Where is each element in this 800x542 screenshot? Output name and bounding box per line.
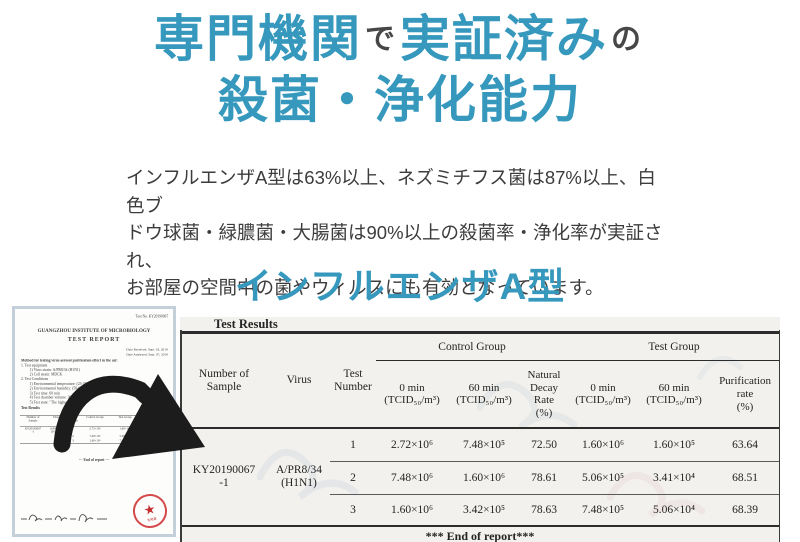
table-title-row: Test Results [180, 317, 781, 335]
table-row: 3 1.60×10⁶ 3.42×10⁵ 78.63 7.48×10⁵ 5.06×… [180, 494, 781, 528]
results-table-scan: Test Results Number of Sample Virus Test… [180, 317, 781, 542]
end-of-report-text: *** End of report*** [425, 529, 535, 542]
report-body: Method for testing virus aerosol purific… [21, 359, 173, 411]
mini-col: Control Group [80, 416, 110, 427]
mini-cell: 1.60×10⁶ [119, 427, 131, 431]
report-line: 1. Test equipment [21, 363, 48, 368]
hero-connector-text: の [611, 23, 643, 56]
report-end-note: --- End of report --- [79, 457, 109, 462]
mini-cell: 7.48×10⁵ [119, 439, 131, 443]
cell-purification: 68.51 [710, 461, 781, 496]
hero-heading: 専門機関 で実証済みの 殺菌・浄化能力 [0, 10, 800, 130]
mini-col: Test Group [110, 416, 140, 427]
hero-title-line2: 殺菌・浄化能力 [218, 72, 582, 128]
table-row: 2 7.48×10⁶ 1.60×10⁶ 78.61 5.06×10⁵ 3.41×… [180, 461, 781, 496]
report-institute: GUANGZHOU INSTITUTE OF MICROBIOLOGY [37, 329, 151, 334]
cell-natural-decay: 78.61 [520, 461, 568, 496]
cell-natural-decay: 72.50 [520, 428, 568, 463]
mini-col: Number of Sample [20, 416, 46, 427]
mini-cell: 1.60×10⁶ [89, 439, 101, 443]
col-header-test-0min: 0 min (TCID₅₀/m³) [568, 360, 638, 430]
column-header-row: 0 min (TCID₅₀/m³) 60 min (TCID₅₀/m³) Nat… [180, 360, 781, 430]
table-row: KY20190067 -1 A/PR8/34 (H1N1) 1 2.72×10⁶… [180, 428, 781, 528]
report-line: Method for testing virus aerosol purific… [21, 359, 118, 363]
mini-cell: 63.64 [150, 427, 157, 431]
cell-control-60min: 1.60×10⁶ [448, 461, 520, 496]
cell-control-0min: 1.60×10⁶ [376, 494, 448, 528]
report-test-no: Test No. KY20190067 [135, 314, 168, 319]
cell-control-0min: 7.48×10⁶ [376, 461, 448, 496]
report-title: TEST REPORT [67, 337, 121, 343]
test-report-document: Test No. KY20190067 GUANGZHOU INSTITUTE … [12, 306, 176, 537]
cell-test-number: 3 [330, 494, 376, 528]
mini-col: Purification rate (%) [140, 416, 167, 427]
hero-accent-text: 専門機関 [154, 11, 362, 67]
col-header-virus: Virus [268, 332, 330, 430]
col-header-natural-decay: Natural Decay Rate (%) [520, 360, 568, 430]
mini-cell: 68.39 [150, 439, 157, 443]
cell-test-60min: 5.06×10⁴ [638, 494, 710, 528]
mini-cell: 1 [72, 427, 74, 431]
report-line: 3) Test time: 60 min [29, 391, 60, 396]
table-footer-row: *** End of report*** [180, 526, 780, 542]
cell-virus: A/PR8/34 (H1N1) [268, 428, 330, 528]
group-header-test: Test Group [568, 332, 781, 362]
cell-purification: 63.64 [710, 428, 781, 463]
report-line: 2. Test Conditions [21, 377, 49, 382]
col-header-test-number: Test Number [330, 332, 376, 430]
cell-sample: KY20190067 -1 [180, 428, 268, 528]
report-paper: Test No. KY20190067 GUANGZHOU INSTITUTE … [15, 309, 173, 534]
cell-test-0min: 5.06×10⁵ [568, 461, 638, 496]
cell-natural-decay: 78.63 [520, 494, 568, 528]
report-line: Test Results [21, 406, 40, 411]
description-paragraph: インフルエンザA型は63%以上、ネズミチフス菌は87%以上、白色ブ ドウ球菌・緑… [126, 167, 663, 298]
report-date-analyzed: Date Analyzed: Sept. 07, 2019 [126, 352, 168, 357]
report-line: 5) Test state: "The highest wind speed" [29, 400, 88, 405]
cell-control-0min: 2.72×10⁶ [376, 428, 448, 463]
cell-purification: 68.39 [710, 494, 781, 528]
cell-test-60min: 1.60×10⁵ [638, 428, 710, 463]
mini-col: Test Number [66, 416, 80, 427]
section-title-influenza: インフルエンザA型 [234, 266, 566, 307]
report-line: 4) Test chamber volume: 30 m³ [29, 396, 77, 400]
hero-accent-text: 実証済み [400, 11, 608, 67]
table-left-border [180, 330, 182, 542]
group-header-control: Control Group [376, 332, 568, 362]
signatures [21, 514, 107, 523]
hero-connector-text: で [365, 23, 397, 56]
report-date-received: Date Received: Sept. 03, 2019 [126, 347, 168, 352]
report-mini-table: Number of Sample Virus Test Number Contr… [20, 415, 170, 444]
mini-cell: 2.72×10⁶ [89, 427, 101, 431]
cell-test-60min: 3.41×10⁴ [638, 461, 710, 496]
mini-cell: 3 [72, 439, 74, 443]
mini-cell: KY20190067 -1 [24, 427, 42, 434]
col-header-test-60min: 60 min (TCID₅₀/m³) [638, 360, 710, 430]
col-header-purification: Purification rate (%) [710, 360, 781, 430]
cell-test-0min: 1.60×10⁶ [568, 428, 638, 463]
hero-title-line1: 専門機関 で実証済みの [0, 10, 800, 69]
table-right-border [778, 330, 780, 542]
report-line: 2) Cell strain: MDCK [29, 372, 63, 377]
cell-test-0min: 7.48×10⁵ [568, 494, 638, 528]
group-header-row: Number of Sample Virus Test Number Contr… [180, 332, 781, 430]
col-header-sample: Number of Sample [180, 332, 268, 430]
cell-test-number: 1 [330, 428, 376, 463]
mini-cell: A/PR8/34 (H1N1) [49, 427, 62, 434]
col-header-control-60min: 60 min (TCID₅₀/m³) [448, 360, 520, 430]
report-line: 1) Virus strain: A/PR8/34 (H1N1) [29, 368, 81, 373]
results-table: Test Results Number of Sample Virus Test… [180, 317, 781, 542]
red-stamp-icon: ★ 专用章 [129, 490, 171, 532]
cell-control-60min: 7.48×10⁵ [448, 428, 520, 463]
col-header-control-0min: 0 min (TCID₅₀/m³) [376, 360, 448, 430]
cell-test-number: 2 [330, 461, 376, 496]
table-title: Test Results [180, 317, 781, 335]
cell-control-60min: 3.42×10⁵ [448, 494, 520, 528]
mini-col: Virus [46, 416, 66, 427]
